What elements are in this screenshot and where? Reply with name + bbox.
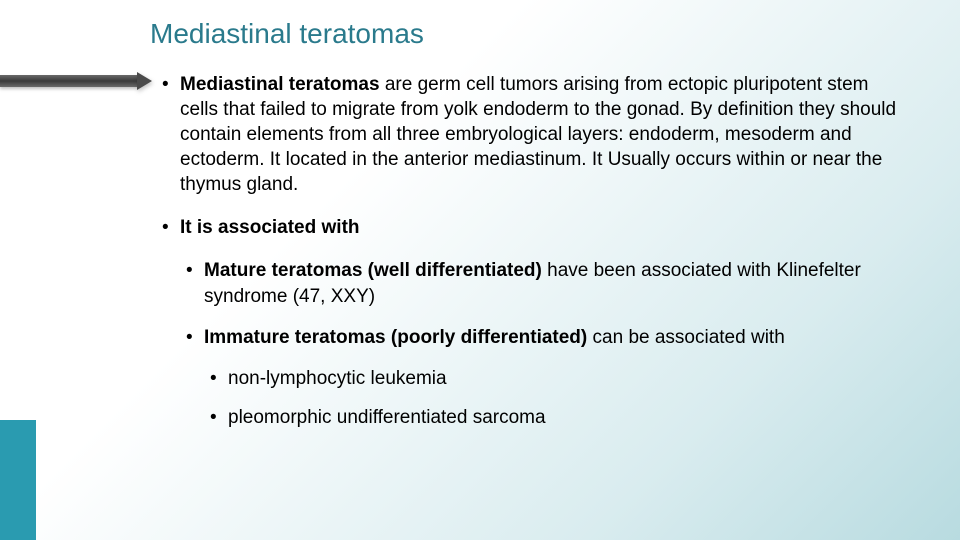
slide-container: Mediastinal teratomas Mediastinal terato… [0,0,960,540]
bold-term: Mature teratomas (well differentiated) [204,260,542,281]
bullet-text: can be associated with [587,327,785,348]
bold-term: It is associated with [180,217,360,238]
bullet-level3: pleomorphic undifferentiated sarcoma [228,405,900,430]
bullet-level2: Immature teratomas (poorly differentiate… [204,325,900,350]
bullet-level3: non-lymphocytic leukemia [228,366,900,391]
content-body: Mediastinal teratomas are germ cell tumo… [180,72,900,430]
bullet-text: pleomorphic undifferentiated sarcoma [228,407,546,428]
slide-title: Mediastinal teratomas [150,18,900,50]
bold-term: Immature teratomas (poorly differentiate… [204,327,587,348]
bullet-level1: Mediastinal teratomas are germ cell tumo… [180,72,900,197]
bold-term: Mediastinal teratomas [180,74,380,95]
bullet-level2: Mature teratomas (well differentiated) h… [204,258,900,308]
bullet-text: non-lymphocytic leukemia [228,368,447,389]
arrow-decoration [0,72,155,90]
accent-bar [0,420,36,540]
arrow-head-icon [137,72,152,90]
arrow-body [0,75,138,87]
bullet-level1: It is associated with [180,215,900,240]
